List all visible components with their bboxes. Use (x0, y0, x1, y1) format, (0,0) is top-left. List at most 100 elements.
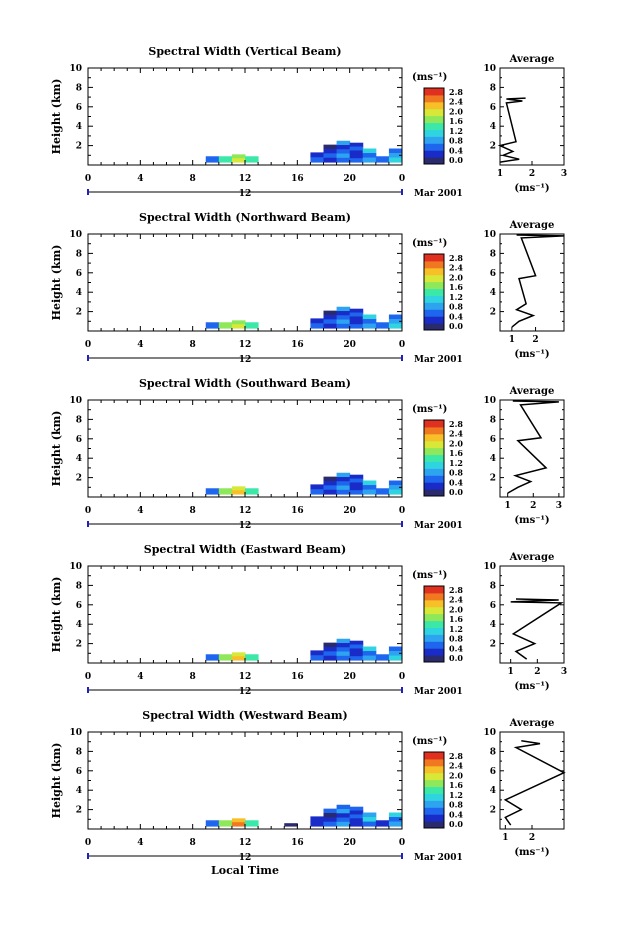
heatmap-cell (349, 320, 364, 325)
heatmap-cell (362, 148, 377, 154)
avg-x-tick-label: 1 (497, 169, 503, 179)
heatmap-cell (323, 480, 338, 486)
heatmap-cell (336, 481, 351, 487)
avg-y-tick-label: 6 (490, 435, 496, 445)
y-tick-label: 8 (76, 83, 82, 93)
colorbar-tick-label: 2.4 (449, 263, 463, 273)
avg-x-tick-label: 2 (529, 833, 535, 843)
x-tick-label: 12 (239, 174, 252, 184)
avg-y-tick-label: 8 (490, 249, 496, 259)
colorbar-segment (424, 143, 444, 151)
avg-y-tick-label: 4 (490, 786, 496, 796)
day-label: 12 (239, 853, 252, 863)
heatmap-cell (218, 820, 233, 827)
heatmap-cell (388, 319, 403, 325)
heatmap-cell (349, 652, 364, 657)
heatmap-cell (336, 485, 351, 491)
heatmap-cell (336, 643, 351, 648)
y-tick-label: 8 (76, 415, 82, 425)
avg-title: Average (509, 718, 555, 729)
avg-y-tick-label: 2 (490, 806, 496, 816)
colorbar-segment (424, 586, 444, 594)
x-tick-label: 8 (190, 672, 196, 682)
colorbar-tick-label: 1.2 (449, 292, 463, 302)
heatmap-cell (349, 806, 364, 812)
x-tick-label: 12 (239, 506, 252, 516)
colorbar-segment (424, 807, 444, 815)
colorbar-segment (424, 641, 444, 649)
panel-0: Spectral Width (Vertical Beam)0 4 8 12 16 20 0… (50, 45, 567, 199)
avg-y-tick-label: 2 (490, 142, 496, 152)
heatmap-cell (388, 148, 403, 154)
avg-x-label: (ms⁻¹) (514, 349, 549, 360)
heatmap-cell (231, 656, 246, 661)
heatmap-cell (336, 311, 351, 316)
colorbar-tick-label: 1.2 (449, 624, 463, 634)
heatmap-cell (336, 489, 351, 495)
colorbar-tick-label: 0.8 (449, 800, 463, 810)
colorbar-tick-label: 2.4 (449, 429, 463, 439)
avg-x-tick-label: 3 (556, 501, 562, 511)
heatmap-cell (388, 651, 403, 657)
heatmap-cell (349, 312, 364, 317)
heatmap-cell (349, 814, 364, 819)
heatmap-cell (336, 153, 351, 159)
colorbar-tick-label: 2.8 (449, 253, 463, 263)
y-tick-label: 6 (76, 103, 82, 113)
heatmap-cell (323, 148, 338, 154)
colorbar-tick-label: 1.6 (449, 282, 463, 292)
colorbar-tick-label: 1.2 (449, 790, 463, 800)
heatmap-cell (218, 156, 233, 163)
colorbar-segment (424, 475, 444, 483)
heatmap-cell (323, 314, 338, 320)
colorbar-tick-label: 0.8 (449, 468, 463, 478)
colorbar-segment (424, 101, 444, 110)
heatmap-cell (323, 817, 338, 823)
heatmap-cell (349, 474, 364, 480)
x-tick-label: 4 (137, 672, 143, 682)
avg-x-tick-label: 2 (534, 667, 540, 677)
avg-y-tick-label: 6 (490, 269, 496, 279)
heatmap-cell (310, 655, 324, 661)
colorbar-segment (424, 420, 444, 428)
colorbar-segment (424, 454, 444, 462)
x-tick-label: 4 (137, 506, 143, 516)
heatmap-cell (388, 646, 403, 652)
heatmap-cell (323, 153, 338, 159)
heatmap-cell (388, 821, 403, 827)
colorbar-segment (424, 302, 444, 310)
heatmap-cell (336, 477, 351, 482)
heatmap-cell (375, 322, 390, 329)
colorbar-segment (424, 150, 444, 158)
heatmap-cell (349, 486, 364, 491)
heatmap-cell (336, 149, 351, 155)
y-tick-label: 4 (76, 288, 82, 298)
colorbar-tick-label: 0.0 (449, 155, 463, 165)
heatmap-cell (218, 654, 233, 661)
avg-y-tick-label: 8 (490, 83, 496, 93)
heatmap-cell (205, 820, 220, 827)
heatmap-cell (336, 655, 351, 661)
colorbar-tick-label: 2.0 (449, 438, 463, 448)
colorbar-tick-label: 2.8 (449, 585, 463, 595)
x-tick-label: 16 (291, 672, 304, 682)
heatmap-cell (388, 812, 403, 818)
colorbar-frame (423, 585, 445, 663)
heatmap-cell (336, 472, 351, 478)
heatmap-cell (336, 651, 351, 657)
x-tick-label: 4 (137, 340, 143, 350)
x-tick-label: 16 (291, 506, 304, 516)
y-tick-label: 8 (76, 747, 82, 757)
heatmap-cell (362, 821, 377, 827)
avg-y-tick-label: 8 (490, 415, 496, 425)
colorbar-segment (424, 108, 444, 117)
panel-1: Spectral Width (Northward Beam)0 4 8 12 16 20… (50, 211, 565, 365)
heatmap-cell (231, 652, 246, 657)
x-tick-label: 20 (343, 672, 356, 682)
heatmap-cell (231, 486, 246, 491)
heatmap-cell (323, 489, 338, 495)
heatmap-cell (349, 146, 364, 151)
heatmap-cell (336, 804, 351, 810)
